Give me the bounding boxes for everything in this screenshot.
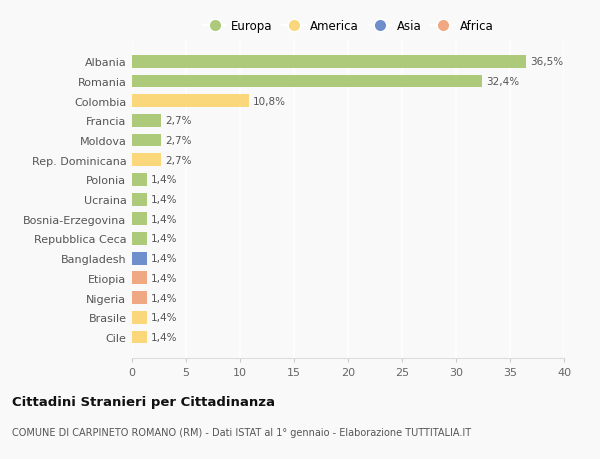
- Text: 2,7%: 2,7%: [165, 116, 191, 126]
- Text: 1,4%: 1,4%: [151, 195, 178, 205]
- Text: Cittadini Stranieri per Cittadinanza: Cittadini Stranieri per Cittadinanza: [12, 395, 275, 408]
- Text: 1,4%: 1,4%: [151, 273, 178, 283]
- Bar: [132, 233, 147, 246]
- Text: 1,4%: 1,4%: [151, 332, 178, 342]
- Bar: [132, 115, 161, 128]
- Text: 36,5%: 36,5%: [530, 57, 563, 67]
- Text: 10,8%: 10,8%: [253, 96, 286, 106]
- Text: 32,4%: 32,4%: [486, 77, 519, 87]
- Bar: [132, 75, 482, 88]
- Legend: Europa, America, Asia, Africa: Europa, America, Asia, Africa: [203, 20, 493, 33]
- Text: 2,7%: 2,7%: [165, 155, 191, 165]
- Text: COMUNE DI CARPINETO ROMANO (RM) - Dati ISTAT al 1° gennaio - Elaborazione TUTTIT: COMUNE DI CARPINETO ROMANO (RM) - Dati I…: [12, 427, 471, 437]
- Bar: [132, 331, 147, 344]
- Text: 1,4%: 1,4%: [151, 313, 178, 323]
- Bar: [132, 213, 147, 226]
- Bar: [132, 95, 248, 108]
- Text: 1,4%: 1,4%: [151, 234, 178, 244]
- Bar: [132, 252, 147, 265]
- Bar: [132, 56, 526, 68]
- Bar: [132, 272, 147, 285]
- Bar: [132, 311, 147, 324]
- Text: 1,4%: 1,4%: [151, 175, 178, 185]
- Bar: [132, 291, 147, 304]
- Text: 1,4%: 1,4%: [151, 254, 178, 263]
- Bar: [132, 193, 147, 206]
- Text: 2,7%: 2,7%: [165, 136, 191, 146]
- Bar: [132, 154, 161, 167]
- Bar: [132, 134, 161, 147]
- Text: 1,4%: 1,4%: [151, 293, 178, 303]
- Text: 1,4%: 1,4%: [151, 214, 178, 224]
- Bar: [132, 174, 147, 186]
